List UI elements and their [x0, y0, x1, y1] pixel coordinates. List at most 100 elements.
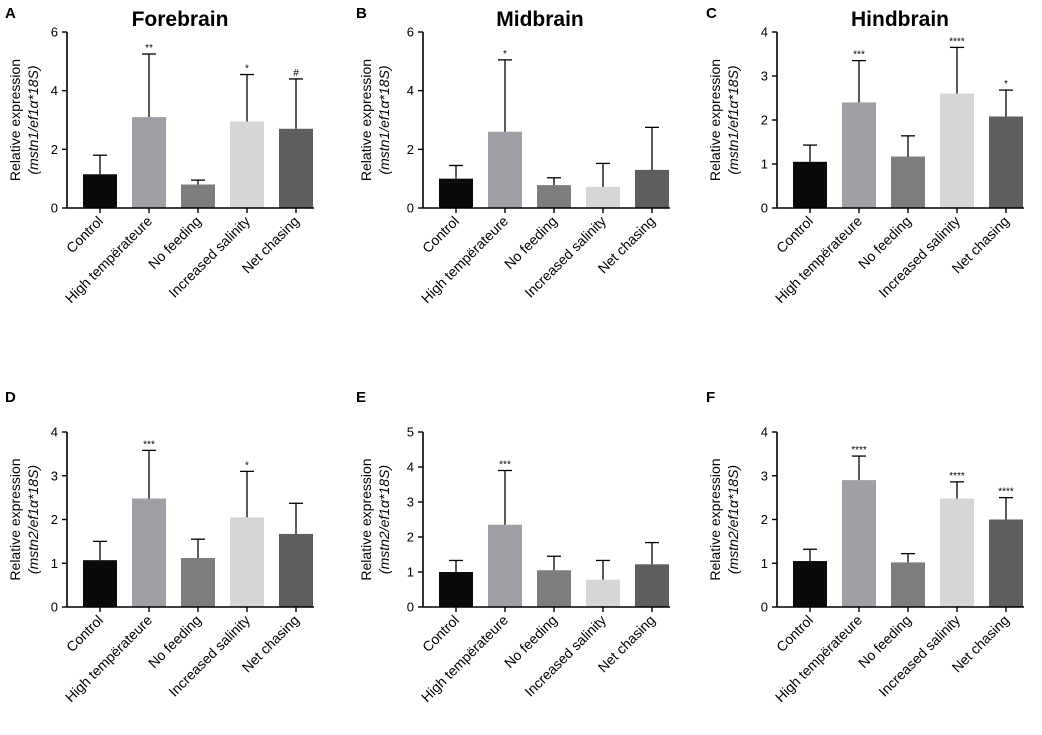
- y-axis-label: Relative expression: [707, 458, 723, 580]
- x-tick-label: High tempërateure: [772, 213, 865, 306]
- x-tick-label: High tempërateure: [62, 612, 155, 705]
- bar: [586, 186, 620, 208]
- panel-title: Midbrain: [496, 8, 584, 31]
- y-tick-label: 3: [51, 468, 58, 483]
- y-tick-label: 4: [407, 460, 414, 475]
- y-tick-label: 6: [51, 25, 58, 40]
- significance-mark: ****: [949, 471, 965, 482]
- bar: [537, 185, 571, 208]
- chart-panel-c: C Hindbrain Relative expression (mstn1/ef1α…: [706, 5, 1024, 306]
- panel-title: Hindbrain: [851, 8, 949, 31]
- bar: [132, 117, 166, 208]
- y-tick-label: 0: [407, 600, 414, 615]
- y-tick-label: 0: [407, 201, 414, 216]
- y-tick-label: 2: [51, 142, 58, 157]
- significance-mark: **: [145, 43, 153, 54]
- y-tick-label: 0: [51, 600, 58, 615]
- bar: [989, 519, 1023, 607]
- y-axis-label: Relative expression: [707, 59, 723, 181]
- y-axis-label: Relative expression: [358, 59, 374, 181]
- y-tick-label: 1: [761, 157, 768, 172]
- significance-mark: *: [245, 460, 249, 471]
- y-tick-label: 2: [761, 512, 768, 527]
- y-tick-label: 1: [407, 565, 414, 580]
- significance-mark: ***: [499, 460, 511, 471]
- x-tick-label: High tempërateure: [62, 213, 155, 306]
- bar: [439, 572, 473, 607]
- bar: [891, 562, 925, 607]
- y-tick-label: 3: [761, 468, 768, 483]
- y-axis-label-units: (mstn2/ef1α*18S): [725, 465, 741, 574]
- bar: [537, 570, 571, 607]
- y-tick-label: 1: [51, 556, 58, 571]
- significance-mark: ***: [853, 50, 865, 61]
- y-tick-label: 2: [51, 512, 58, 527]
- y-axis-label-units: (mstn1/ef1α*18S): [376, 65, 392, 174]
- significance-mark: ***: [143, 439, 155, 450]
- y-tick-label: 2: [407, 142, 414, 157]
- bar: [635, 169, 669, 208]
- y-tick-label: 2: [761, 113, 768, 128]
- y-tick-label: 2: [407, 530, 414, 545]
- y-axis-label: Relative expression: [7, 458, 23, 580]
- bar: [181, 558, 215, 607]
- chart-panel-b: B Midbrain Relative expression (mstn1/ef1α*…: [356, 5, 670, 306]
- x-tick-label: Control: [419, 213, 462, 256]
- x-tick-label: Control: [773, 213, 816, 256]
- significance-mark: ****: [851, 445, 867, 456]
- y-tick-label: 6: [407, 25, 414, 40]
- y-tick-label: 0: [51, 201, 58, 216]
- x-tick-label: Control: [419, 612, 462, 655]
- bar: [635, 564, 669, 607]
- x-tick-label: High tempërateure: [418, 213, 511, 306]
- y-axis-label-units: (mstn1/ef1α*18S): [25, 65, 41, 174]
- bar: [439, 178, 473, 208]
- x-tick-label: High tempërateure: [418, 612, 511, 705]
- y-axis-label-units: (mstn2/ef1α*18S): [25, 465, 41, 574]
- y-tick-label: 4: [51, 425, 58, 440]
- y-axis-label-units: (mstn2/ef1α*18S): [376, 465, 392, 574]
- y-tick-label: 4: [761, 425, 768, 440]
- bar: [230, 517, 264, 607]
- x-tick-label: Control: [63, 612, 106, 655]
- chart-panel-e: E Relative expression (mstn2/ef1α*18S) *** 0…: [356, 389, 670, 705]
- bar: [989, 116, 1023, 208]
- y-axis-label: Relative expression: [7, 59, 23, 181]
- chart-panel-f: F Relative expression (mstn2/ef1α*18S) ****…: [706, 389, 1024, 705]
- y-tick-label: 3: [761, 69, 768, 84]
- x-tick-label: Control: [63, 213, 106, 256]
- bar: [793, 161, 827, 208]
- bar: [230, 121, 264, 208]
- bar: [132, 498, 166, 607]
- panel-letter: D: [5, 389, 16, 406]
- panel-title: Forebrain: [132, 8, 229, 31]
- significance-mark: #: [293, 68, 299, 79]
- bar: [488, 524, 522, 607]
- bar: [279, 533, 313, 607]
- y-tick-label: 4: [761, 25, 768, 40]
- y-tick-label: 5: [407, 425, 414, 440]
- bar: [940, 93, 974, 208]
- significance-mark: *: [245, 64, 249, 75]
- bar: [842, 102, 876, 208]
- bar: [793, 561, 827, 607]
- y-tick-label: 0: [761, 201, 768, 216]
- panel-letter: B: [356, 5, 367, 22]
- y-tick-label: 3: [407, 495, 414, 510]
- bar: [279, 128, 313, 208]
- chart-panel-a: A Forebrain Relative expression (mstn1/ef1α…: [5, 5, 314, 306]
- panel-letter: E: [356, 389, 366, 406]
- bar: [83, 560, 117, 607]
- y-tick-label: 0: [761, 600, 768, 615]
- y-tick-label: 1: [761, 556, 768, 571]
- bar: [181, 184, 215, 208]
- bar: [940, 498, 974, 607]
- significance-mark: ****: [949, 36, 965, 47]
- y-axis-label-units: (mstn1/ef1α*18S): [725, 65, 741, 174]
- bar: [488, 131, 522, 208]
- bar: [891, 156, 925, 208]
- significance-mark: *: [503, 49, 507, 60]
- panel-letter: A: [5, 5, 16, 22]
- bar: [842, 480, 876, 607]
